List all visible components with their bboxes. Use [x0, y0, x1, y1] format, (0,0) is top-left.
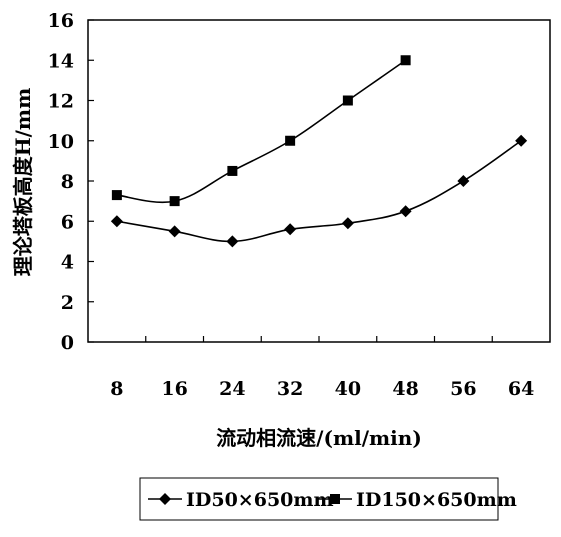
- series-line-1: [116, 140, 522, 243]
- data-point-series-1: [515, 134, 528, 147]
- x-axis-title: 流动相流速/(ml/min): [216, 426, 422, 450]
- y-tick-label: 6: [61, 211, 74, 233]
- x-tick-label: 48: [392, 378, 418, 400]
- x-tick-label: 40: [335, 378, 361, 400]
- data-point-series-1: [110, 215, 123, 228]
- data-point-series-2: [342, 95, 353, 106]
- y-axis-title: 理论塔板高度H/mm: [11, 88, 35, 277]
- legend-label-1: ID50×650mm: [186, 489, 334, 511]
- series-lines: [116, 59, 522, 243]
- data-point-series-1: [457, 175, 470, 187]
- y-tick-label: 8: [61, 171, 74, 193]
- series-line-2: [116, 59, 407, 203]
- y-tick-label: 16: [48, 10, 74, 32]
- data-point-series-2: [111, 190, 122, 201]
- x-axis-ticks: 8 16 24 32 40 48 56 64: [110, 336, 534, 400]
- y-tick-label: 2: [61, 292, 74, 314]
- y-tick-label: 4: [61, 252, 74, 274]
- legend: ID50×650mm ID150×650mm: [148, 489, 517, 511]
- data-point-series-2: [285, 135, 296, 146]
- x-tick-label: 24: [219, 378, 245, 400]
- data-point-series-1: [399, 205, 412, 218]
- legend-box: [139, 477, 499, 521]
- series-markers: [110, 55, 528, 248]
- plot-frame: [87, 19, 551, 343]
- data-point-series-2: [227, 165, 238, 176]
- data-point-series-1: [226, 235, 239, 248]
- y-tick-label: 12: [48, 91, 74, 113]
- x-tick-label: 8: [110, 378, 123, 400]
- x-tick-label: 16: [161, 378, 187, 400]
- y-axis-ticks: 0 2 4 6 8 10 12 14 16: [48, 10, 94, 354]
- data-point-series-1: [341, 217, 354, 230]
- data-point-series-1: [284, 223, 297, 236]
- y-tick-label: 10: [48, 131, 74, 153]
- legend-marker-2: [330, 494, 340, 504]
- x-tick-label: 64: [508, 378, 534, 400]
- x-tick-label: 56: [450, 378, 476, 400]
- data-point-series-1: [168, 225, 181, 238]
- data-point-series-2: [169, 196, 180, 207]
- y-tick-label: 0: [61, 332, 74, 354]
- legend-label-2: ID150×650mm: [356, 489, 517, 511]
- data-point-series-2: [400, 55, 411, 66]
- y-tick-label: 14: [48, 50, 74, 72]
- x-tick-label: 32: [277, 378, 303, 400]
- legend-marker-1: [159, 493, 171, 505]
